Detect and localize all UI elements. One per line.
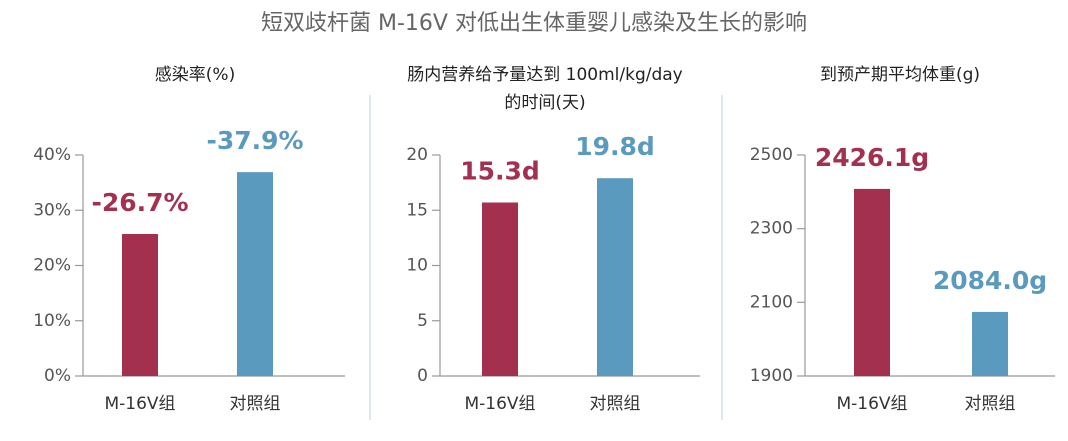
bar [482,202,518,376]
subplot-title: 肠内营养给予量达到 100ml/kg/day [407,65,683,85]
annotation: 2426.1g [815,143,929,172]
y-tick-label: 2300 [750,219,793,239]
y-tick-label: 1900 [750,366,793,386]
annotation: 15.3d [460,157,540,186]
y-tick-label: 5 [417,311,428,331]
x-tick-label: 对照组 [590,394,641,414]
y-tick-label: 20% [33,256,71,276]
annotation: 2084.0g [933,266,1047,295]
bar [854,188,890,376]
y-tick-label: 0% [44,366,71,386]
y-tick-label: 2500 [750,145,793,165]
x-tick-label: 对照组 [965,394,1016,414]
x-tick-label: M-16V组 [104,394,175,414]
subplot-title: 的时间(天) [504,93,585,113]
annotation: -37.9% [206,126,303,155]
y-tick-label: 20 [406,145,428,165]
y-tick-label: 15 [406,200,428,220]
x-tick-label: M-16V组 [836,394,907,414]
y-tick-label: 2100 [750,292,793,312]
y-tick-label: 0 [417,366,428,386]
y-tick-label: 10 [406,256,428,276]
x-tick-label: M-16V组 [464,394,535,414]
page-title: 短双歧杆菌 M-16V 对低出生体重婴儿感染及生长的影响 [261,11,807,36]
y-tick-label: 10% [33,311,71,331]
x-tick-label: 对照组 [230,394,281,414]
subplot-title: 到预产期平均体重(g) [820,65,980,85]
subplot-title: 感染率(%) [155,65,235,85]
bar [597,178,633,376]
y-tick-label: 40% [33,145,71,165]
bar [122,234,158,376]
annotation: 19.8d [575,132,655,161]
annotation: -26.7% [91,188,188,217]
bar [237,172,273,376]
y-tick-label: 30% [33,200,71,220]
bar [972,311,1008,376]
